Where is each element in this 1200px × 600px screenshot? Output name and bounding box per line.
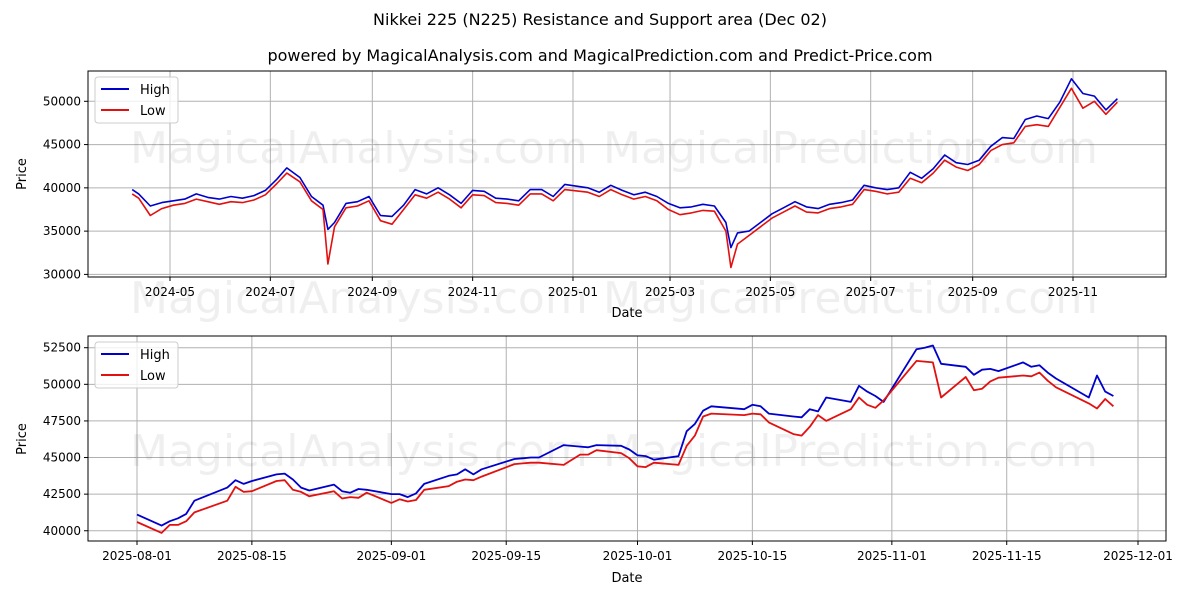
x-tick-label: 2025-08-15 bbox=[217, 549, 287, 563]
x-tick-label: 2025-11-01 bbox=[857, 549, 927, 563]
top-xlabel: Date bbox=[611, 306, 642, 321]
y-tick-label: 45000 bbox=[43, 451, 81, 465]
x-tick-label: 2024-05 bbox=[145, 285, 195, 299]
chart-title: Nikkei 225 (N225) Resistance and Support… bbox=[373, 10, 827, 29]
x-tick-label: 2025-09-01 bbox=[356, 549, 426, 563]
legend-high-label-2: High bbox=[140, 348, 170, 363]
chart-subtitle: powered by MagicalAnalysis.com and Magic… bbox=[267, 46, 933, 65]
x-tick-label: 2024-07 bbox=[245, 285, 295, 299]
x-tick-label: 2025-03 bbox=[645, 285, 695, 299]
x-tick-label: 2025-12-01 bbox=[1103, 549, 1173, 563]
top-low-line bbox=[131, 87, 1118, 269]
y-tick-label: 52500 bbox=[43, 341, 81, 355]
watermark-prediction: MagicalPrediction.com bbox=[603, 123, 1098, 174]
top-axes-frame bbox=[87, 70, 1167, 278]
top-high-line bbox=[131, 78, 1118, 249]
top-watermarks: MagicalAnalysis.com MagicalPrediction.co… bbox=[130, 123, 1098, 324]
y-tick-label: 40000 bbox=[43, 524, 81, 538]
y-tick-label: 35000 bbox=[43, 224, 81, 238]
bottom-low-line bbox=[136, 360, 1114, 534]
bottom-ticks: 40000 42500 45000 47500 50000 52500 2025-08-01… bbox=[43, 341, 1173, 563]
top-legend: High Low bbox=[94, 76, 179, 124]
x-tick-label: 2025-09 bbox=[948, 285, 998, 299]
bottom-ylabel: Price bbox=[15, 423, 30, 455]
top-ylabel: Price bbox=[15, 158, 30, 190]
y-tick-label: 42500 bbox=[43, 487, 81, 501]
x-tick-label: 2025-05 bbox=[745, 285, 795, 299]
bottom-chart: MagicalAnalysis.com MagicalPrediction.co… bbox=[15, 335, 1173, 586]
x-tick-label: 2024-11 bbox=[448, 285, 498, 299]
x-tick-label: 2025-10-15 bbox=[717, 549, 787, 563]
watermark-analysis-2: MagicalAnalysis.com bbox=[130, 273, 588, 324]
x-tick-label: 2025-09-15 bbox=[471, 549, 541, 563]
x-tick-label: 2025-07 bbox=[846, 285, 896, 299]
x-tick-label: 2025-10-01 bbox=[603, 549, 673, 563]
x-tick-label: 2025-01 bbox=[548, 285, 598, 299]
bottom-legend: High Low bbox=[94, 341, 179, 389]
y-tick-label: 45000 bbox=[43, 138, 81, 152]
watermark-prediction-2: MagicalPrediction.com bbox=[603, 273, 1098, 324]
x-tick-label: 2025-11-15 bbox=[972, 549, 1042, 563]
bottom-axes-frame bbox=[87, 335, 1167, 542]
legend-high-label: High bbox=[140, 83, 170, 98]
y-tick-label: 40000 bbox=[43, 181, 81, 195]
y-tick-label: 30000 bbox=[43, 267, 81, 281]
top-ticks: 30000 35000 40000 45000 50000 2024-05 2024-07 2… bbox=[43, 94, 1098, 299]
watermark-analysis: MagicalAnalysis.com bbox=[130, 123, 588, 174]
x-tick-label: 2024-09 bbox=[347, 285, 397, 299]
watermark-prediction-3: MagicalPrediction.com bbox=[603, 426, 1098, 477]
y-tick-label: 47500 bbox=[43, 414, 81, 428]
watermark-analysis-3: MagicalAnalysis.com bbox=[130, 426, 588, 477]
x-tick-label: 2025-08-01 bbox=[102, 549, 172, 563]
top-chart: MagicalAnalysis.com MagicalPrediction.co… bbox=[15, 70, 1167, 324]
x-tick-label: 2025-11 bbox=[1048, 285, 1098, 299]
y-tick-label: 50000 bbox=[43, 377, 81, 391]
legend-low-label-2: Low bbox=[140, 369, 166, 384]
top-grid bbox=[88, 71, 1166, 277]
legend-low-label: Low bbox=[140, 104, 166, 119]
bottom-xlabel: Date bbox=[611, 571, 642, 586]
bottom-high-line bbox=[136, 344, 1114, 527]
y-tick-label: 50000 bbox=[43, 94, 81, 108]
